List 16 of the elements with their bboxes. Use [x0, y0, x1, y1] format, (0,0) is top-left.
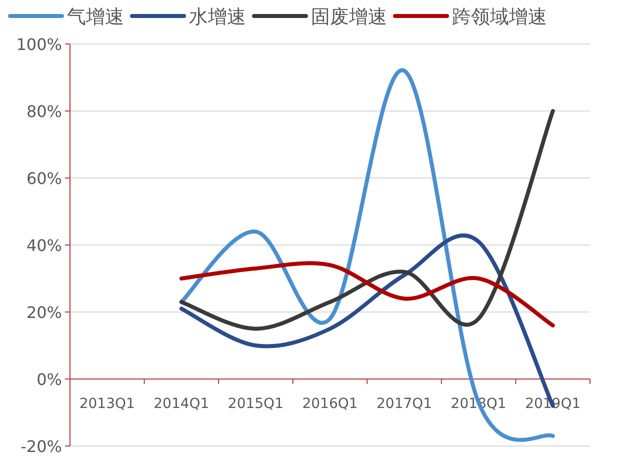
x-tick-label: 2014Q1 [154, 396, 210, 412]
x-tick-label: 2017Q1 [376, 396, 432, 412]
x-tick-label: 2015Q1 [228, 396, 284, 412]
y-tick-label: 40% [26, 236, 62, 255]
y-tick-label: 100% [16, 35, 62, 54]
legend-label: 水增速 [189, 6, 246, 28]
y-tick-label: 60% [26, 169, 62, 188]
y-tick-label: 20% [26, 303, 62, 322]
x-tick-label: 2016Q1 [302, 396, 358, 412]
y-tick-label: 80% [26, 102, 62, 121]
y-tick-label: 0% [36, 370, 62, 389]
legend-label: 固废增速 [311, 6, 387, 28]
legend-label: 跨领域增速 [452, 6, 547, 28]
x-tick-label: 2013Q1 [79, 396, 135, 412]
legend-label: 气增速 [67, 6, 124, 28]
y-tick-label: -20% [20, 437, 62, 456]
